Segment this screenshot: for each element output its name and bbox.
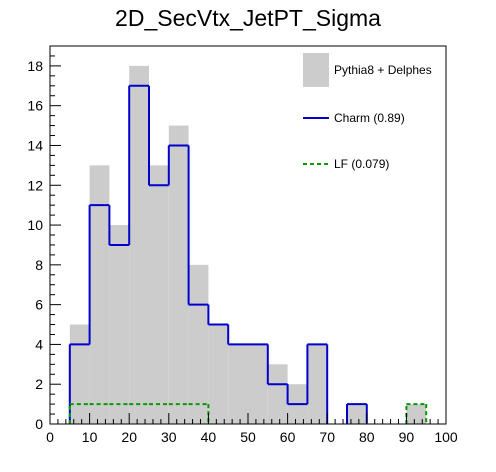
y-tick-label-2: 2 — [35, 376, 43, 392]
x-tick-label-60: 60 — [280, 429, 296, 445]
y-tick-label-8: 8 — [35, 257, 43, 273]
y-tick-label-6: 6 — [35, 297, 43, 313]
chart-title: 2D_SecVtx_JetPT_Sigma — [115, 5, 381, 31]
histogram-layer — [68, 65, 428, 425]
background-bar-20-25 — [129, 65, 149, 424]
y-tick-label-14: 14 — [27, 137, 43, 153]
background-bar-15-20 — [109, 225, 130, 424]
background-bar-90-95 — [406, 404, 427, 424]
legend-swatch-background — [303, 53, 329, 87]
legend-label-lf: LF (0.079) — [334, 157, 389, 171]
background-bar-10-15 — [89, 165, 110, 425]
background-bar-55-60 — [267, 364, 288, 424]
background-bar-65-70 — [307, 344, 328, 424]
background-bar-5-10 — [69, 324, 90, 424]
legend-label-charm: Charm (0.89) — [334, 111, 405, 125]
axes: 0 10 20 30 40 50 60 70 80 90 100 0 2 4 6 8 10 12 14 16 18 — [27, 45, 458, 445]
background-bar-75-80 — [347, 404, 367, 424]
x-tick-label-40: 40 — [201, 429, 217, 445]
x-tick-label-20: 20 — [121, 429, 137, 445]
y-tick-label-18: 18 — [27, 58, 43, 74]
x-tick-label-50: 50 — [240, 429, 256, 445]
background-bar-40-45 — [208, 324, 229, 424]
x-tick-label-80: 80 — [359, 429, 375, 445]
background-bar-50-55 — [248, 344, 268, 424]
x-tick-label-70: 70 — [319, 429, 335, 445]
x-tick-label-100: 100 — [434, 429, 458, 445]
y-tick-label-12: 12 — [27, 177, 43, 193]
y-tick-label-0: 0 — [35, 416, 43, 432]
background-bar-25-30 — [149, 165, 169, 425]
legend: Pythia8 + Delphes Charm (0.89) LF (0.079) — [303, 53, 432, 171]
background-bar-35-40 — [188, 264, 209, 424]
x-tick-label-10: 10 — [82, 429, 98, 445]
x-tick-label-90: 90 — [399, 429, 415, 445]
charm-series — [68, 84, 368, 424]
y-tick-label-10: 10 — [27, 217, 43, 233]
x-tick-label-0: 0 — [46, 429, 54, 445]
y-tick-label-4: 4 — [35, 336, 43, 352]
legend-label-background: Pythia8 + Delphes — [334, 63, 432, 77]
background-bar-30-35 — [168, 125, 189, 424]
y-tick-label-16: 16 — [27, 98, 43, 114]
background-bar-45-50 — [228, 344, 248, 424]
x-tick-label-30: 30 — [161, 429, 177, 445]
